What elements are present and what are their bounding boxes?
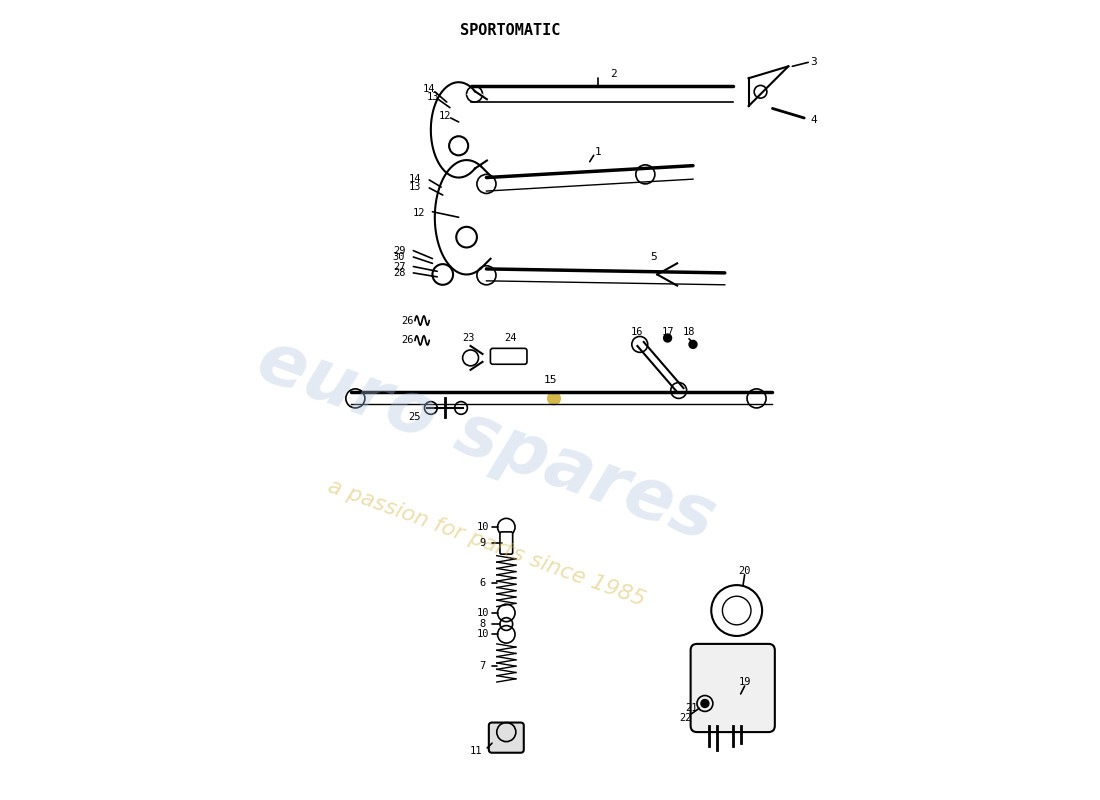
Text: 30: 30 (393, 252, 405, 262)
FancyBboxPatch shape (488, 722, 524, 753)
Text: 14: 14 (409, 174, 421, 184)
Text: 29: 29 (393, 246, 405, 256)
Text: 20: 20 (738, 566, 751, 576)
Text: 12: 12 (412, 208, 426, 218)
Circle shape (747, 389, 766, 408)
Text: 4: 4 (811, 114, 817, 125)
Text: 19: 19 (738, 677, 751, 687)
Text: 10: 10 (476, 522, 488, 532)
Text: 13: 13 (409, 182, 421, 192)
Text: 10: 10 (476, 630, 488, 639)
Text: 7: 7 (480, 661, 485, 671)
Text: 21: 21 (685, 703, 697, 714)
Text: euro spares: euro spares (249, 325, 725, 554)
Circle shape (701, 699, 708, 707)
Circle shape (663, 334, 671, 342)
Text: 12: 12 (439, 110, 451, 121)
Text: 17: 17 (661, 327, 674, 338)
Text: 28: 28 (393, 268, 405, 278)
Text: 18: 18 (683, 327, 695, 338)
Text: 25: 25 (409, 413, 421, 422)
Text: 15: 15 (543, 375, 557, 385)
Text: 13: 13 (427, 91, 440, 102)
Circle shape (548, 392, 560, 405)
Circle shape (466, 86, 483, 102)
Text: 8: 8 (480, 619, 485, 629)
Circle shape (477, 174, 496, 194)
Text: 3: 3 (811, 57, 817, 66)
Circle shape (689, 341, 697, 348)
Text: 10: 10 (476, 608, 488, 618)
Circle shape (345, 389, 365, 408)
Text: 2: 2 (610, 70, 617, 79)
Text: 6: 6 (480, 578, 485, 588)
FancyBboxPatch shape (491, 348, 527, 364)
Text: 27: 27 (393, 262, 405, 271)
Circle shape (477, 266, 496, 285)
Text: 16: 16 (631, 327, 644, 338)
Text: 9: 9 (480, 538, 485, 548)
Text: 23: 23 (463, 333, 475, 343)
Text: SPORTOMATIC: SPORTOMATIC (460, 22, 561, 38)
Text: 11: 11 (470, 746, 483, 756)
Text: 1: 1 (594, 147, 601, 157)
Text: 24: 24 (504, 333, 517, 343)
Text: a passion for parts since 1985: a passion for parts since 1985 (324, 476, 648, 610)
Text: 14: 14 (424, 84, 436, 94)
FancyBboxPatch shape (499, 532, 513, 554)
Text: 26: 26 (400, 335, 414, 346)
Text: 22: 22 (679, 713, 691, 722)
Text: 5: 5 (650, 252, 657, 262)
Text: 26: 26 (400, 315, 414, 326)
FancyBboxPatch shape (691, 644, 774, 732)
